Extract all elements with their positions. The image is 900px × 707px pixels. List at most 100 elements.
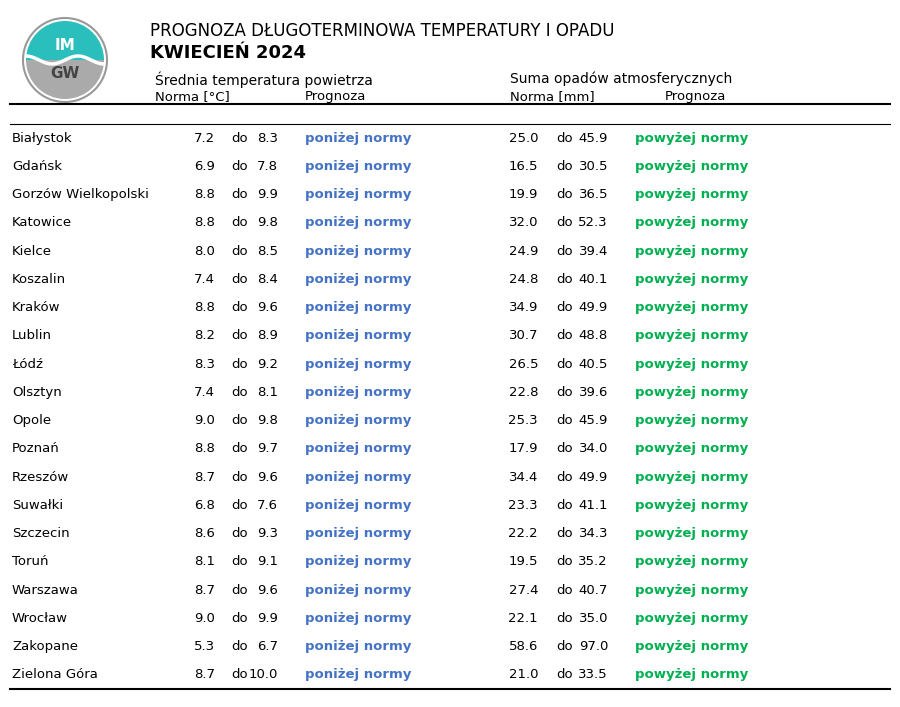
Text: do: do [557, 216, 573, 229]
Text: poniżej normy: poniżej normy [305, 471, 411, 484]
Text: do: do [231, 188, 248, 201]
Text: 9.9: 9.9 [257, 188, 278, 201]
Text: 32.0: 32.0 [508, 216, 538, 229]
Text: KWIECIEŃ 2024: KWIECIEŃ 2024 [150, 44, 306, 62]
Text: do: do [231, 443, 248, 455]
Text: do: do [557, 386, 573, 399]
Text: powyżej normy: powyżej normy [635, 612, 748, 625]
Text: do: do [557, 160, 573, 173]
Text: 7.4: 7.4 [194, 386, 215, 399]
Text: do: do [557, 668, 573, 682]
Text: do: do [557, 329, 573, 342]
Text: poniżej normy: poniżej normy [305, 527, 411, 540]
Text: Kraków: Kraków [12, 301, 60, 314]
Text: poniżej normy: poniżej normy [305, 668, 411, 682]
Text: 34.4: 34.4 [508, 471, 538, 484]
Text: do: do [231, 160, 248, 173]
Text: Zielona Góra: Zielona Góra [12, 668, 98, 682]
Text: do: do [557, 132, 573, 145]
Text: do: do [557, 301, 573, 314]
Text: 25.3: 25.3 [508, 414, 538, 427]
Text: 8.9: 8.9 [257, 329, 278, 342]
Text: Prognoza: Prognoza [665, 90, 726, 103]
Text: Koszalin: Koszalin [12, 273, 66, 286]
Text: do: do [231, 612, 248, 625]
Text: powyżej normy: powyżej normy [635, 556, 748, 568]
Text: do: do [231, 216, 248, 229]
Text: Łódź: Łódź [12, 358, 43, 370]
Text: Kielce: Kielce [12, 245, 52, 257]
Text: poniżej normy: poniżej normy [305, 216, 411, 229]
Text: 9.3: 9.3 [257, 527, 278, 540]
Text: do: do [557, 583, 573, 597]
Text: poniżej normy: poniżej normy [305, 386, 411, 399]
Text: 8.0: 8.0 [194, 245, 215, 257]
Text: poniżej normy: poniżej normy [305, 443, 411, 455]
Text: poniżej normy: poniżej normy [305, 329, 411, 342]
Text: PROGNOZA DŁUGOTERMINOWA TEMPERATURY I OPADU: PROGNOZA DŁUGOTERMINOWA TEMPERATURY I OP… [150, 22, 615, 40]
Text: 7.8: 7.8 [257, 160, 278, 173]
Text: powyżej normy: powyżej normy [635, 301, 748, 314]
Text: do: do [231, 358, 248, 370]
Text: 34.9: 34.9 [508, 301, 538, 314]
Text: Suma opadów atmosferycznych: Suma opadów atmosferycznych [510, 71, 733, 86]
Text: 24.8: 24.8 [508, 273, 538, 286]
Text: 26.5: 26.5 [508, 358, 538, 370]
Text: 34.0: 34.0 [579, 443, 608, 455]
Text: 34.3: 34.3 [579, 527, 608, 540]
Text: 35.0: 35.0 [579, 612, 608, 625]
Text: GW: GW [50, 66, 80, 81]
Text: powyżej normy: powyżej normy [635, 583, 748, 597]
Text: powyżej normy: powyżej normy [635, 329, 748, 342]
Text: do: do [231, 527, 248, 540]
Text: 49.9: 49.9 [579, 471, 608, 484]
Text: poniżej normy: poniżej normy [305, 188, 411, 201]
Text: powyżej normy: powyżej normy [635, 640, 748, 653]
Text: Średnia temperatura powietrza: Średnia temperatura powietrza [155, 71, 373, 88]
Text: 8.8: 8.8 [194, 188, 215, 201]
Text: 23.3: 23.3 [508, 499, 538, 512]
Text: 10.0: 10.0 [248, 668, 278, 682]
Text: do: do [557, 443, 573, 455]
Text: Lublin: Lublin [12, 329, 52, 342]
Text: powyżej normy: powyżej normy [635, 527, 748, 540]
Text: powyżej normy: powyżej normy [635, 443, 748, 455]
Text: Olsztyn: Olsztyn [12, 386, 62, 399]
Text: 6.8: 6.8 [194, 499, 215, 512]
Text: 9.1: 9.1 [257, 556, 278, 568]
Text: 52.3: 52.3 [579, 216, 608, 229]
Text: 40.7: 40.7 [579, 583, 608, 597]
Text: 33.5: 33.5 [579, 668, 608, 682]
Text: 7.6: 7.6 [257, 499, 278, 512]
Text: Opole: Opole [12, 414, 51, 427]
Text: Szczecin: Szczecin [12, 527, 69, 540]
Text: powyżej normy: powyżej normy [635, 273, 748, 286]
Text: do: do [557, 245, 573, 257]
Circle shape [23, 18, 107, 102]
Text: Gdańsk: Gdańsk [12, 160, 62, 173]
Text: 41.1: 41.1 [579, 499, 608, 512]
Text: poniżej normy: poniżej normy [305, 273, 411, 286]
Text: 36.5: 36.5 [579, 188, 608, 201]
Text: do: do [557, 527, 573, 540]
Text: 16.5: 16.5 [508, 160, 538, 173]
Text: poniżej normy: poniżej normy [305, 612, 411, 625]
Wedge shape [26, 21, 104, 60]
Text: Katowice: Katowice [12, 216, 72, 229]
Text: Toruń: Toruń [12, 556, 49, 568]
Text: Gorzów Wielkopolski: Gorzów Wielkopolski [12, 188, 148, 201]
Text: 21.0: 21.0 [508, 668, 538, 682]
Text: 8.3: 8.3 [194, 358, 215, 370]
Text: 9.0: 9.0 [194, 414, 215, 427]
Text: Wrocław: Wrocław [12, 612, 68, 625]
Text: powyżej normy: powyżej normy [635, 245, 748, 257]
Text: 40.5: 40.5 [579, 358, 608, 370]
Text: 35.2: 35.2 [579, 556, 608, 568]
Text: Suwałki: Suwałki [12, 499, 63, 512]
Text: do: do [231, 386, 248, 399]
Text: 9.6: 9.6 [257, 583, 278, 597]
Text: do: do [557, 273, 573, 286]
Text: do: do [231, 414, 248, 427]
Text: do: do [231, 640, 248, 653]
Text: do: do [231, 583, 248, 597]
